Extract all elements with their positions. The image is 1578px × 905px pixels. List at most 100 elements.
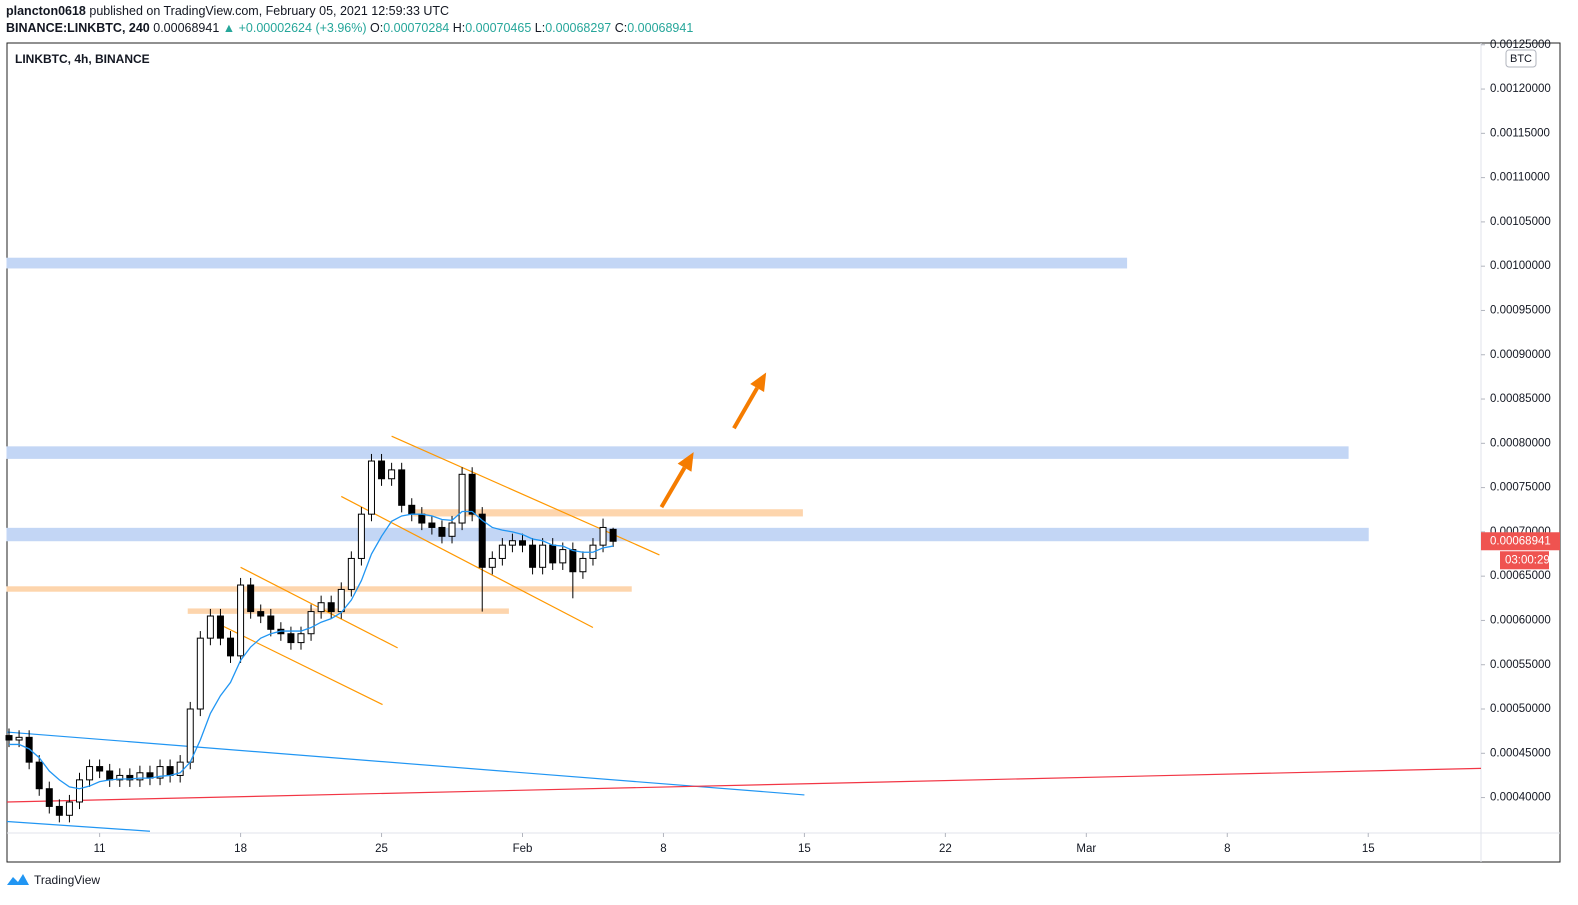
zone [187,608,509,614]
candle-body [539,544,547,568]
candle-body [237,584,245,657]
y-tick-label: 0.00120000 [1490,83,1551,95]
candle-body [559,549,567,564]
candle-body [388,469,396,480]
candle-body [136,772,144,781]
arrow-head [677,452,694,472]
candle-body [549,544,557,564]
candle-body [468,473,476,515]
x-tick-label: 15 [1362,843,1375,855]
l-label: L: [535,21,545,35]
candle-body [5,735,13,741]
arrow-shaft [659,466,687,509]
currency-badge[interactable] [1505,49,1537,68]
plot [5,257,1482,832]
x-tick-label: 11 [94,843,106,855]
candle-body [478,513,486,568]
zone [6,257,1128,269]
candle-body [599,526,607,546]
x-tick-label: 25 [375,843,388,855]
logo [7,874,29,885]
candle-body [186,708,194,763]
candle-body [569,549,577,573]
trend-line [6,820,151,832]
arrow-head [750,372,767,393]
y-tick-label: 0.00100000 [1490,260,1551,272]
l-value: 0.00068297 [545,21,611,35]
candle-body [378,460,386,480]
author: plancton0618 [6,4,86,18]
candle-body [267,615,275,630]
candle-body [367,460,375,515]
x-tick-label: 8 [660,843,666,855]
candle-body [15,736,23,741]
candle-body [518,540,526,546]
trend-line [340,495,594,629]
x-tick-label: 22 [939,843,952,855]
y-tick-label: 0.00090000 [1490,349,1551,361]
header-line-1: plancton0618 published on TradingView.co… [6,4,449,18]
c-label: C: [615,21,628,35]
countdown-box [1500,551,1549,570]
candle-body [156,766,164,779]
published: published on TradingView.com, February 0… [89,4,449,18]
y-tick-label: 0.00080000 [1490,437,1551,449]
candle-body [448,522,456,537]
candle-body [216,615,224,639]
trend-line [220,624,383,706]
h-value: 0.00070465 [465,21,531,35]
candle-body [166,766,174,776]
candle-body [307,611,315,635]
candle-body [438,526,446,537]
candle-body [257,611,265,617]
candle-body [327,602,335,613]
candle-body [488,557,496,568]
candle-body [116,774,124,781]
watermark: TradingView [34,873,100,887]
candle-body [347,557,355,590]
y-tick-label: 0.00050000 [1490,703,1551,715]
y-tick-label: 0.00095000 [1490,304,1551,316]
candle-body [126,774,134,781]
c-value: 0.00068941 [627,21,693,35]
legend-title: LINKBTC, 4h, BINANCE [15,52,150,66]
candle-body [508,540,516,546]
last-price-box [1481,532,1560,551]
candle-body [65,801,73,816]
x-tick-label: 18 [234,843,247,855]
zone [6,527,1369,542]
y-tick-label: 0.00085000 [1490,393,1551,405]
candle-body [247,584,255,613]
candle-body [579,557,587,573]
candle-body [25,736,33,763]
candle-body [55,805,63,816]
candle-body [609,528,617,542]
y-tick-label: 0.00065000 [1490,570,1551,582]
o-value: 0.00070284 [383,21,449,35]
o-label: O: [370,21,383,35]
candle-body [317,602,325,613]
x-tick-label: 15 [798,843,811,855]
trend-line [6,767,1482,803]
candle-body [96,766,104,772]
y-tick-label: 0.00115000 [1490,127,1550,139]
zone [6,446,1349,459]
candle-body [206,615,214,639]
candle-body [227,637,235,657]
candle-body [45,788,53,807]
candle-body [529,544,537,568]
candle-body [418,513,426,524]
candle-body [35,761,43,790]
moving-average [9,510,614,790]
candle-body [428,522,436,528]
candle-body [106,770,114,781]
countdown: 03:00:29 [1505,554,1550,566]
y-tick-label: 0.00060000 [1490,614,1551,626]
symbol: BINANCE:LINKBTC, 240 [6,21,150,35]
x-tick-label: Mar [1076,843,1096,855]
candle-body [458,473,466,524]
y-tick-label: 0.00105000 [1490,216,1551,228]
last-price-label: 0.00068941 [1490,535,1551,547]
candle-body [75,779,83,803]
